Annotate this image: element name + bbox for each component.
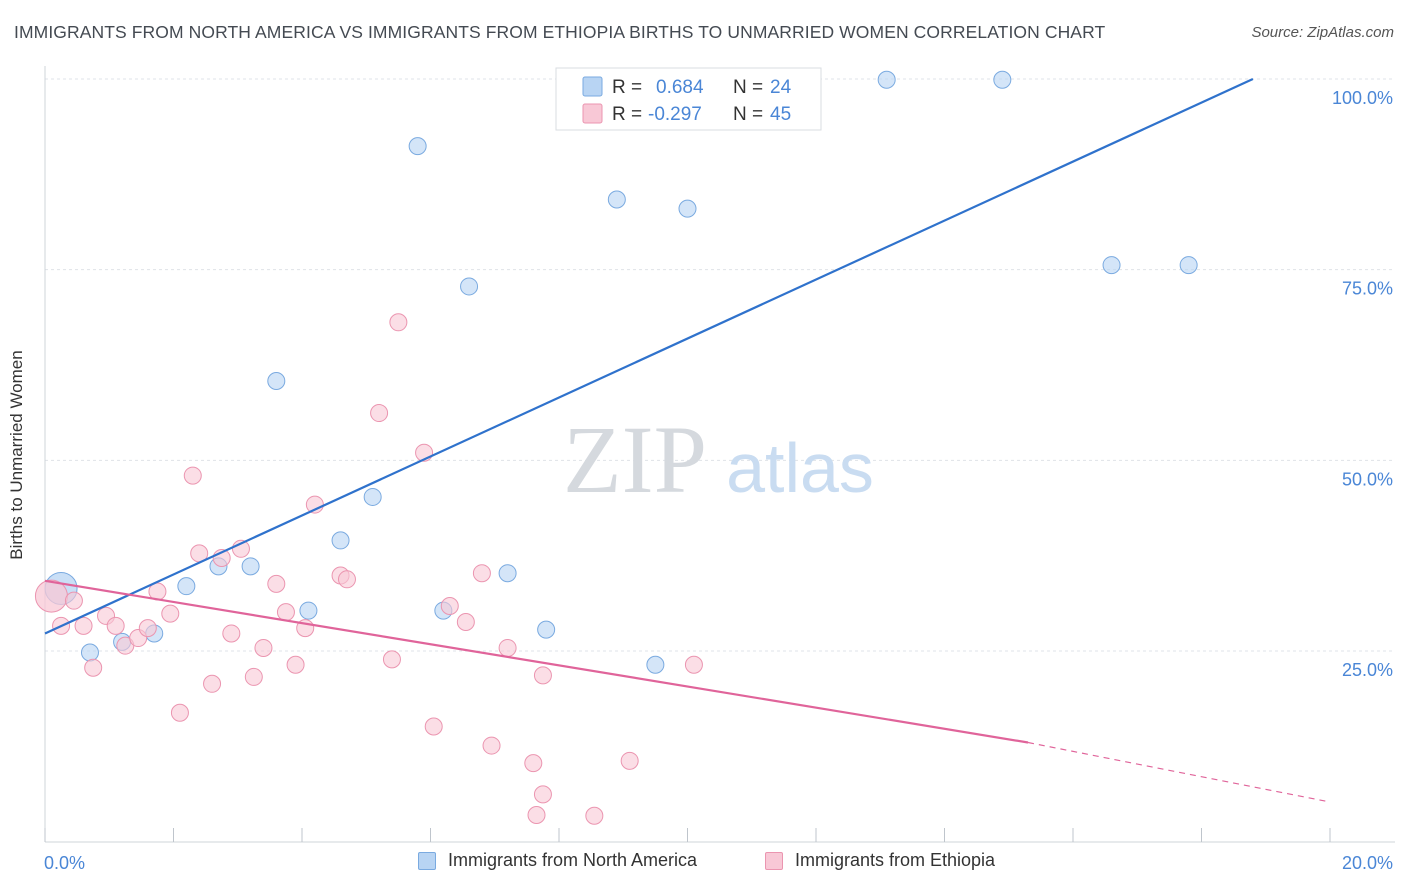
legend-r-label: R = (612, 104, 642, 125)
legend-item-north-america[interactable]: Immigrants from North America (418, 850, 697, 871)
north-america-point (646, 655, 665, 674)
ethiopia-point (254, 638, 273, 657)
watermark-atlas: atlas (726, 429, 874, 507)
ethiopia-point (84, 658, 103, 677)
legend-swatch-north-america (582, 76, 603, 97)
ethiopia-point (382, 650, 401, 669)
legend-swatch (418, 851, 436, 870)
north-america-point (1179, 256, 1198, 275)
legend-n-label: N = (733, 77, 763, 98)
ethiopia-point (267, 574, 286, 593)
trendline-north-america (44, 78, 1254, 635)
legend-r-label: R = (612, 77, 642, 98)
chart-title: IMMIGRANTS FROM NORTH AMERICA VS IMMIGRA… (14, 22, 1106, 42)
ethiopia-point (482, 736, 501, 755)
ethiopia-point (170, 703, 189, 722)
ethiopia-point (161, 604, 180, 623)
legend-swatch (765, 851, 783, 870)
north-america-point (877, 70, 896, 89)
ethiopia-point (684, 655, 703, 674)
north-america-point (460, 277, 479, 296)
north-america-point (537, 620, 556, 639)
ethiopia-point (222, 624, 241, 643)
y-tick-label: 100.0% (1332, 88, 1393, 108)
ethiopia-point (585, 806, 604, 825)
north-america-point (1102, 256, 1121, 275)
trendline-ethiopia (44, 579, 1029, 744)
y-tick-label: 75.0% (1342, 279, 1393, 299)
north-america-point (241, 557, 260, 576)
north-america-point (408, 137, 427, 156)
x-tick-label: 0.0% (44, 853, 85, 873)
legend-n-label: N = (733, 104, 763, 125)
ethiopia-point (472, 564, 491, 583)
ethiopia-point (74, 616, 93, 635)
north-america-point (498, 564, 517, 583)
ethiopia-point (440, 597, 459, 616)
ethiopia-point (524, 754, 543, 773)
ethiopia-point (527, 805, 546, 824)
y-tick-label: 25.0% (1342, 660, 1393, 680)
ethiopia-point (456, 613, 475, 632)
ethiopia-point (620, 751, 639, 770)
north-america-point (678, 199, 697, 218)
ethiopia-point (370, 404, 389, 423)
trendline-ethiopia-dashed (1027, 741, 1331, 803)
ethiopia-point (389, 313, 408, 332)
ethiopia-point (183, 466, 202, 485)
north-america-point (331, 531, 350, 550)
ethiopia-point (64, 591, 83, 610)
ethiopia-point (34, 579, 68, 613)
legend-swatch-ethiopia (582, 103, 603, 124)
north-america-point (993, 70, 1012, 89)
legend-label: Immigrants from Ethiopia (795, 850, 996, 870)
north-america-point (299, 601, 318, 620)
ethiopia-point (244, 667, 263, 686)
ethiopia-point (138, 619, 157, 638)
ethiopia-point (533, 666, 552, 685)
ethiopia-point (203, 674, 222, 693)
legend-bottom: Immigrants from North America Immigrants… (0, 850, 1406, 878)
ethiopia-point (424, 717, 443, 736)
ethiopia-point (106, 616, 125, 635)
watermark-zip: ZIP (563, 406, 707, 513)
legend-r-value: 0.684 (656, 77, 704, 98)
legend-label: Immigrants from North America (448, 850, 698, 870)
ethiopia-point (276, 603, 295, 622)
source-label: Source: ZipAtlas.com (1251, 24, 1394, 41)
legend-r-value: -0.297 (648, 104, 702, 125)
ethiopia-point (286, 655, 305, 674)
ethiopia-point (533, 785, 552, 804)
ethiopia-point (498, 638, 517, 657)
legend-top: R = 0.684 N = 24 R = -0.297 N = 45 (555, 67, 822, 131)
north-america-point (177, 577, 196, 596)
x-tick-label: 20.0% (1342, 853, 1393, 873)
legend-n-value: 24 (770, 77, 792, 98)
legend-item-ethiopia[interactable]: Immigrants from Ethiopia (765, 850, 995, 871)
ethiopia-point (337, 570, 356, 589)
north-america-point (80, 643, 99, 662)
y-tick-label: 50.0% (1342, 469, 1393, 489)
legend-n-value: 45 (770, 104, 791, 125)
north-america-point (607, 190, 626, 209)
north-america-point (267, 372, 286, 391)
north-america-point (363, 487, 382, 506)
